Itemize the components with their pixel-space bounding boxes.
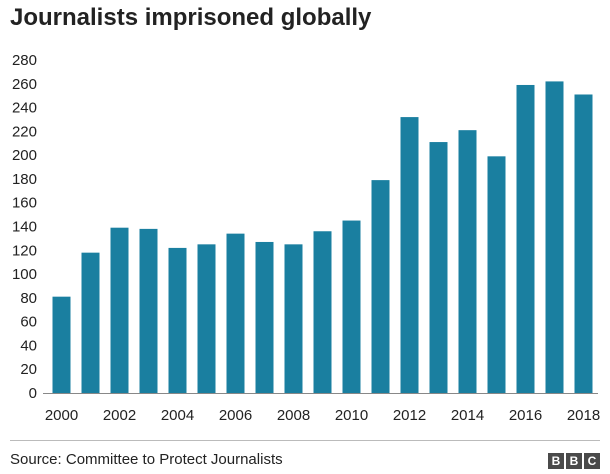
y-tick-label: 220	[12, 123, 37, 140]
bar-2013	[429, 142, 448, 393]
logo-letter: B	[548, 453, 564, 469]
y-tick-label: 240	[12, 100, 37, 117]
y-tick-label: 20	[20, 361, 37, 378]
y-tick-label: 0	[29, 385, 37, 402]
bar-2002	[110, 227, 129, 393]
y-tick-label: 280	[12, 52, 37, 69]
y-tick-label: 80	[20, 290, 37, 307]
x-tick-label: 2002	[103, 407, 136, 424]
bar-2015	[487, 156, 506, 393]
bar-2008	[284, 244, 303, 393]
bar-2012	[400, 117, 419, 393]
x-tick-label: 2006	[219, 407, 252, 424]
y-tick-label: 60	[20, 314, 37, 331]
bar-2014	[458, 130, 477, 394]
bar-2003	[139, 228, 158, 393]
logo-letter: B	[566, 453, 582, 469]
bar-2016	[516, 84, 535, 393]
x-tick-label: 2004	[161, 407, 194, 424]
y-tick-label: 260	[12, 76, 37, 93]
y-tick-label: 180	[12, 171, 37, 188]
y-tick-label: 40	[20, 337, 37, 354]
x-tick-label: 2010	[335, 407, 368, 424]
y-tick-label: 140	[12, 219, 37, 236]
bar-2009	[313, 231, 332, 393]
y-tick-label: 200	[12, 147, 37, 164]
x-tick-label: 2008	[277, 407, 310, 424]
bar-2005	[197, 244, 216, 393]
x-tick-label: 2012	[393, 407, 426, 424]
bar-2017	[545, 81, 564, 393]
bars	[43, 81, 598, 394]
y-axis-ticks: 0 20 40 60 80 100 120 140 160 180 200 220 240 260 280	[12, 52, 37, 402]
bar-2018	[574, 94, 593, 394]
chart-title: Journalists imprisoned globally	[10, 4, 372, 31]
y-tick-label: 160	[12, 195, 37, 212]
bbc-logo: B B C	[548, 453, 600, 469]
x-tick-label: 2014	[451, 407, 484, 424]
x-tick-label: 2016	[509, 407, 542, 424]
bar-2010	[342, 220, 361, 393]
bar-2004	[168, 247, 187, 393]
bar-2007	[255, 241, 274, 393]
y-tick-label: 120	[12, 242, 37, 259]
y-tick-label: 100	[12, 266, 37, 283]
logo-letter: C	[584, 453, 600, 469]
source-note: Source: Committee to Protect Journalists	[10, 451, 283, 468]
footer-divider	[10, 440, 600, 441]
bar-2011	[371, 180, 390, 393]
bar-2001	[81, 252, 100, 393]
x-tick-label: 2018	[567, 407, 600, 424]
bar-2006	[226, 233, 245, 393]
x-axis-ticks: 2000 2002 2004 2006 2008 2010 2012 2014 2016 2018	[45, 407, 600, 424]
bar-2000	[52, 296, 71, 393]
x-tick-label: 2000	[45, 407, 78, 424]
